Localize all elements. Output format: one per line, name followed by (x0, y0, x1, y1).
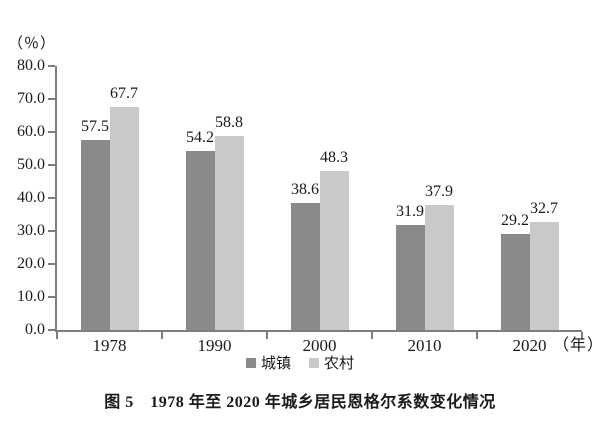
legend-swatch-rural (309, 357, 319, 368)
y-tick-label: 30.0 (17, 222, 45, 239)
bar-value-rural-1990: 58.8 (215, 113, 243, 131)
bar-value-urban-1990: 54.2 (186, 129, 214, 147)
y-tick-mark (48, 131, 55, 133)
figure-caption: 图 5 1978 年至 2020 年城乡居民恩格尔系数变化情况 (104, 394, 496, 411)
bar-rural-1990 (214, 135, 244, 330)
legend-item-urban: 城镇 (245, 352, 291, 373)
y-axis-unit-label: （％） (8, 36, 57, 52)
bar-rural-1978 (109, 106, 139, 330)
y-tick-mark (48, 197, 55, 199)
bar-rural-2010 (424, 204, 454, 330)
bar-urban-1978 (80, 140, 110, 330)
x-tick-label-1978: 1978 (92, 336, 127, 355)
y-tick-label: 0.0 (25, 321, 45, 338)
y-tick-mark (48, 65, 55, 67)
y-tick-label: 50.0 (17, 156, 45, 173)
x-tick-mark (476, 332, 478, 339)
x-tick-label-2020: 2020 (512, 336, 547, 355)
y-tick-mark (48, 98, 55, 100)
legend-label-rural: 农村 (324, 356, 355, 372)
y-tick-mark (48, 164, 55, 166)
bar-value-rural-2020: 32.7 (530, 200, 558, 218)
y-tick-label: 60.0 (17, 123, 45, 140)
y-tick-mark (48, 230, 55, 232)
y-tick-label: 40.0 (17, 189, 45, 206)
x-axis-unit-label: （年） (553, 337, 600, 354)
bar-value-urban-2010: 31.9 (396, 202, 424, 220)
bar-value-urban-2000: 38.6 (291, 180, 319, 198)
bar-urban-1990 (185, 151, 215, 330)
plot-area: 80.0 70.0 60.0 50.0 40.0 30.0 20.0 10.0 0.0 57.5 6… (17, 57, 600, 355)
legend-item-rural: 农村 (309, 352, 354, 373)
x-tick-mark (56, 332, 58, 339)
legend: 城镇 农村 (0, 352, 600, 373)
bar-rural-2020 (529, 222, 559, 330)
x-tick-label-2000: 2000 (302, 336, 337, 355)
bar-value-urban-2020: 29.2 (501, 211, 529, 229)
bar-value-urban-1978: 57.5 (81, 118, 109, 136)
y-tick-label: 10.0 (17, 288, 45, 305)
y-tick-label: 80.0 (17, 57, 45, 74)
x-tick-mark (371, 332, 373, 339)
y-tick-mark (48, 329, 55, 331)
legend-swatch-urban (245, 357, 256, 368)
y-tick-mark (48, 263, 55, 265)
legend-label-urban: 城镇 (260, 356, 291, 372)
x-tick-mark (266, 332, 268, 339)
x-tick-mark (161, 332, 163, 339)
bar-urban-2020 (500, 233, 530, 330)
bar-value-rural-2000: 48.3 (320, 148, 348, 166)
x-tick-label-1990: 1990 (197, 336, 232, 355)
bar-urban-2010 (395, 224, 425, 330)
bar-urban-2000 (290, 202, 320, 330)
y-tick-label: 20.0 (17, 255, 45, 272)
bar-rural-2000 (319, 170, 349, 330)
x-tick-mark (581, 332, 583, 339)
bar-value-rural-2010: 37.9 (425, 182, 453, 200)
x-tick-label-2010: 2010 (407, 336, 442, 355)
y-tick-label: 70.0 (17, 90, 45, 107)
y-tick-mark (48, 296, 55, 298)
bar-value-rural-1978: 67.7 (110, 84, 138, 102)
